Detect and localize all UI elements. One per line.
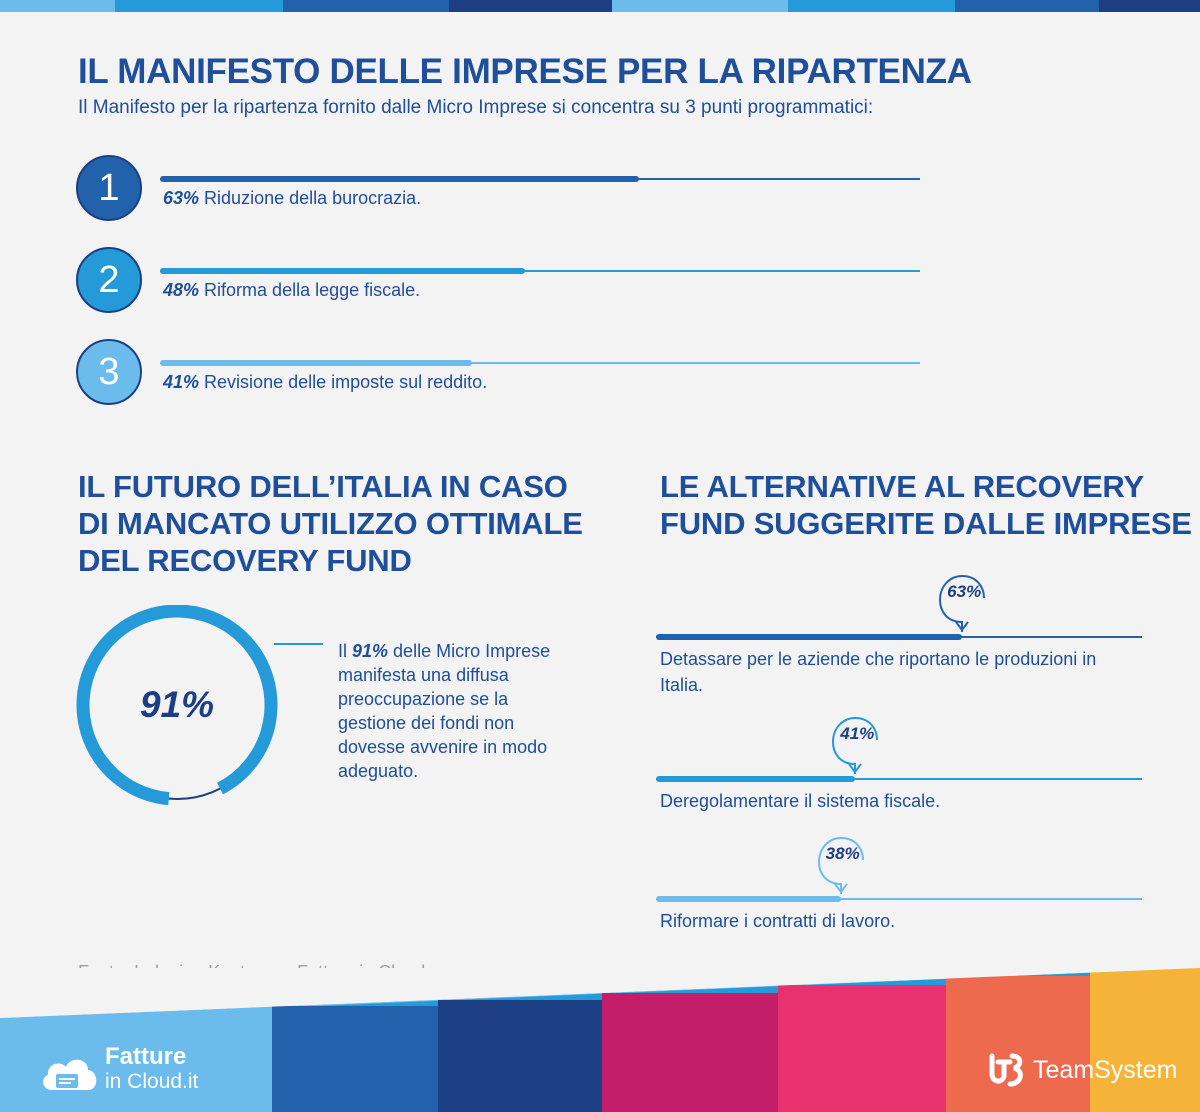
- manifesto-number-circle: 3: [76, 339, 142, 405]
- description-text: delle Micro Imprese manifesta una diffus…: [338, 641, 551, 781]
- alternative-item-label: Detassare per le aziende che riportano l…: [660, 649, 1097, 695]
- manifesto-item-label: 63% Riduzione della burocrazia.: [163, 188, 421, 209]
- manifesto-item-value: 63%: [163, 188, 200, 208]
- teamsystem-logo-text: TeamSystem: [1033, 1056, 1178, 1084]
- band-segment: [778, 985, 946, 1112]
- band-segment: [946, 976, 1090, 1112]
- alternative-value-pin: [817, 836, 864, 894]
- alternative-value-label: 38%: [825, 844, 860, 863]
- section2-title-line: DEL RECOVERY FUND: [78, 543, 412, 578]
- donut-value-arc: [76, 605, 278, 806]
- alternative-bar-fill: [656, 896, 841, 902]
- manifesto-number-circle: 2: [76, 247, 142, 313]
- manifesto-bar-fill: [160, 360, 472, 366]
- manifesto-item-text: Revisione delle imposte sul reddito.: [204, 372, 488, 392]
- donut-chart: [76, 605, 323, 806]
- section2-title-line: DI MANCATO UTILIZZO OTTIMALE: [78, 506, 583, 541]
- top-color-bar: [0, 0, 1200, 12]
- manifesto-bar-fill: [160, 176, 639, 182]
- manifesto-number-circle: 1: [76, 155, 142, 221]
- manifesto-item-value: 48%: [163, 280, 200, 300]
- description-highlight: 91%: [352, 641, 389, 661]
- manifesto-item-label: 41% Revisione delle imposte sul reddito.: [163, 372, 487, 393]
- manifesto-bar-fill: [160, 268, 525, 274]
- section3-title-line: FUND SUGGERITE DALLE IMPRESE: [660, 506, 1192, 541]
- donut-value-label: 91%: [139, 684, 215, 725]
- page-title: IL MANIFESTO DELLE IMPRESE PER LA RIPART…: [78, 52, 972, 91]
- band-segment: [438, 1000, 602, 1112]
- donut-description: Il 91% delle Micro Imprese manifesta una…: [338, 639, 578, 783]
- alternative-item-label: Riformare i contratti di lavoro.: [660, 911, 896, 931]
- alternative-bar-track: [656, 778, 1142, 780]
- ts-logo-icon: [989, 1053, 1023, 1087]
- alternative-bar-fill: [656, 776, 856, 782]
- manifesto-item-label: 48% Riforma della legge fiscale.: [163, 280, 420, 301]
- band-segment: [0, 1018, 272, 1112]
- manifesto-item-text: Riduzione della burocrazia.: [204, 188, 422, 208]
- manifesto-bar-track: [160, 270, 920, 272]
- band-top-mask: [0, 968, 1200, 1018]
- section2-title: IL FUTURO DELL’ITALIA IN CASO DI MANCATO…: [78, 468, 583, 579]
- alternative-value-label: 41%: [840, 724, 875, 743]
- band-segment: [602, 993, 778, 1112]
- band-segment: [272, 1006, 438, 1112]
- alternative-value-label: 63%: [947, 582, 982, 601]
- alternative-item-label: Deregolamentare il sistema fiscale.: [660, 791, 941, 811]
- page-subtitle: Il Manifesto per la ripartenza fornito d…: [78, 97, 874, 118]
- manifesto-bar-track: [160, 362, 920, 364]
- section3-title: LE ALTERNATIVE AL RECOVERY FUND SUGGERIT…: [660, 468, 1192, 542]
- cloud-icon: [43, 1059, 97, 1090]
- manifesto-item-value: 41%: [163, 372, 200, 392]
- fatture-logo-line1: Fatture: [105, 1043, 187, 1070]
- alternative-bar-fill: [656, 634, 963, 640]
- alternative-bar-track: [656, 898, 1142, 900]
- section3-title-line: LE ALTERNATIVE AL RECOVERY: [660, 469, 1144, 504]
- fatture-logo-line2: in Cloud.it: [105, 1070, 199, 1093]
- description-text: Il: [338, 641, 353, 661]
- alternative-value-pin: [832, 716, 879, 774]
- bottom-color-band: [0, 968, 1200, 1112]
- alternative-value-pin: [939, 574, 986, 632]
- manifesto-item-text: Riforma della legge fiscale.: [204, 280, 421, 300]
- band-segment: [1090, 968, 1200, 1112]
- section2-title-line: IL FUTURO DELL’ITALIA IN CASO: [78, 469, 568, 504]
